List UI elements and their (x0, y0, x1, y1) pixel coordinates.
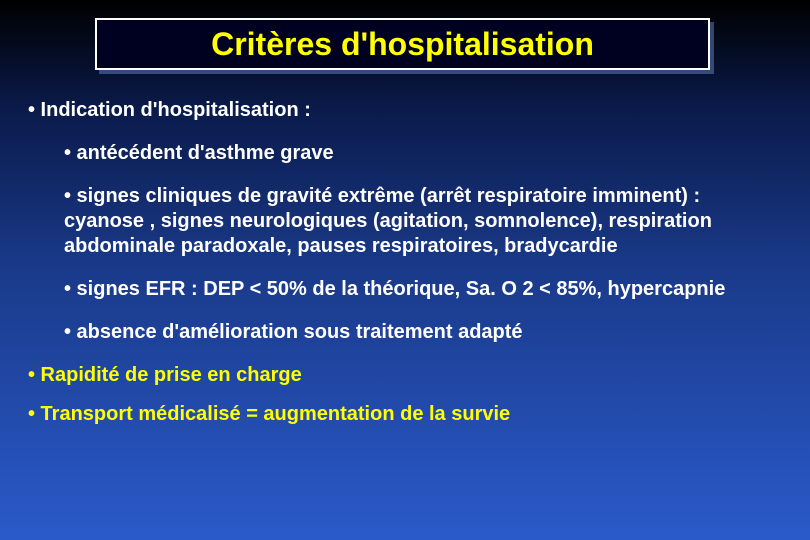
title-box: Critères d'hospitalisation (95, 18, 710, 70)
bullet-highlight-2: • Transport médicalisé = augmentation de… (28, 402, 782, 427)
bullet-sub-1: • antécédent d'asthme grave (64, 141, 782, 166)
slide-title: Critères d'hospitalisation (211, 26, 594, 63)
bullet-main-1: • Indication d'hospitalisation : (28, 98, 782, 123)
bullet-sub-4: • absence d'amélioration sous traitement… (64, 320, 782, 345)
bullet-highlight-1: • Rapidité de prise en charge (28, 363, 782, 388)
bullet-sub-3: • signes EFR : DEP < 50% de la théorique… (64, 277, 782, 302)
bullet-sub-2: • signes cliniques de gravité extrême (a… (64, 184, 782, 259)
slide-content: • Indication d'hospitalisation : • antéc… (28, 98, 782, 441)
